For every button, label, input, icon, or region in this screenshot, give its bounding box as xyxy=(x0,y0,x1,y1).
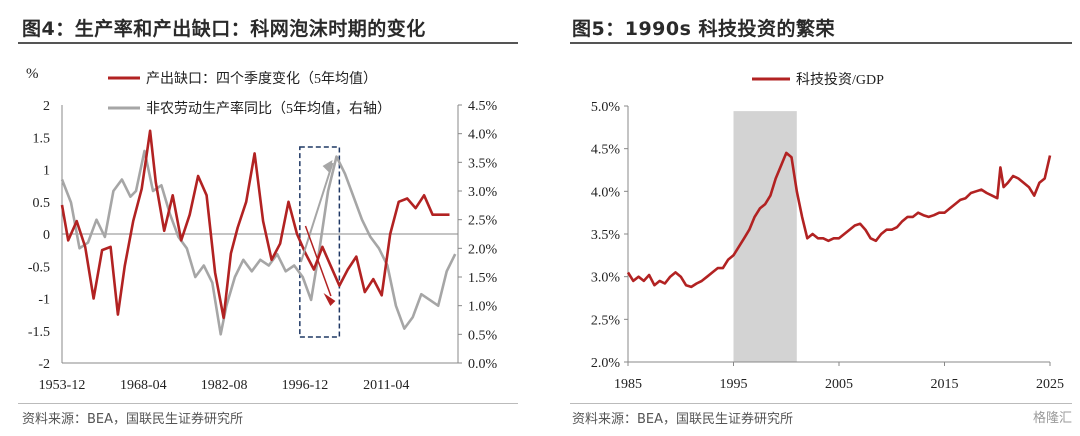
x-tick-label: 1968-04 xyxy=(120,378,167,393)
right-title-rule xyxy=(570,42,1072,44)
y-tick-label: 3.5% xyxy=(591,228,621,243)
series-line-output-gap xyxy=(60,129,450,320)
x-tick-label: 1953-12 xyxy=(39,378,86,393)
left-figure: 图4：生产率和产出缺口：科网泡沫时期的变化 % -2 -1.5 -1 -0.5 0 0.5 1… xyxy=(0,0,530,436)
x-tick-label: 2011-04 xyxy=(363,378,409,393)
y-tick-label: 2.0% xyxy=(591,356,621,371)
left-source: 资料来源：BEA，国联民生证券研究所 xyxy=(22,412,244,427)
left-unit-label: % xyxy=(26,66,39,82)
left-y-tick-label: 1 xyxy=(43,164,50,179)
right-figure-title: 图5：1990s 科技投资的繁荣 xyxy=(572,18,836,40)
left-y-tick-label: 2 xyxy=(43,99,50,114)
left-y-tick-label: -0.5 xyxy=(28,260,50,275)
x-tick-label: 1985 xyxy=(614,377,642,392)
up-trend-arrowhead xyxy=(322,160,333,173)
right-y-tick-label: 4.0% xyxy=(468,128,498,143)
legend-label-tech-investment: 科技投资/GDP xyxy=(796,72,884,88)
left-chart: % -2 -1.5 -1 -0.5 0 0.5 1 1.5 2 0.0% 0.5% 1.0% 1.5% 2.… xyxy=(26,66,498,393)
right-chart: 2.0% 2.5% 3.0% 3.5% 4.0% 4.5% 5.0% 1985 1995 2005… xyxy=(591,72,1064,392)
right-y-tick-label: 3.5% xyxy=(468,156,498,171)
legend-label-output-gap: 产出缺口：四个季度变化（5年均值） xyxy=(146,71,377,87)
left-title-rule xyxy=(18,42,518,44)
left-y-tick-label: 0.5 xyxy=(33,196,51,211)
right-y-tick-label: 0.5% xyxy=(468,328,498,343)
right-y-tick-label: 2.5% xyxy=(468,214,498,229)
series-line-tech-investment xyxy=(626,151,1052,289)
right-figure: 图5：1990s 科技投资的繁荣 2.0% 2.5% 3.0% 3.5% 4.0% 4.5… xyxy=(560,0,1080,436)
legend-label-productivity: 非农劳动生产率同比（5年均值，右轴） xyxy=(146,100,391,117)
left-y-tick-label: 1.5 xyxy=(33,131,51,146)
down-trend-arrow xyxy=(304,225,332,297)
x-tick-label: 1995 xyxy=(720,377,748,392)
right-source-rule xyxy=(570,403,1072,404)
series-line-productivity xyxy=(60,149,457,336)
left-source-rule xyxy=(18,403,518,404)
up-trend-arrow xyxy=(300,162,334,263)
y-tick-label: 4.5% xyxy=(591,143,621,158)
right-y-tick-label: 3.0% xyxy=(468,185,498,200)
x-tick-label: 1982-08 xyxy=(201,378,248,393)
y-tick-label: 3.0% xyxy=(591,271,621,286)
left-y-tick-label: 0 xyxy=(43,228,50,243)
y-tick-label: 4.0% xyxy=(591,185,621,200)
right-y-tick-label: 2.0% xyxy=(468,242,498,257)
left-y-tick-label: -1 xyxy=(38,293,50,308)
left-figure-title: 图4：生产率和产出缺口：科网泡沫时期的变化 xyxy=(22,18,426,40)
right-y-tick-label: 1.0% xyxy=(468,300,498,315)
x-tick-label: 2025 xyxy=(1036,377,1064,392)
y-tick-label: 5.0% xyxy=(591,100,621,115)
down-trend-arrowhead xyxy=(323,293,336,306)
left-y-tick-label: -1.5 xyxy=(28,325,50,340)
x-tick-label: 1996-12 xyxy=(282,378,329,393)
right-y-tick-label: 1.5% xyxy=(468,271,498,286)
shaded-window xyxy=(733,111,797,363)
right-y-tick-label: 0.0% xyxy=(468,357,498,372)
x-tick-label: 2015 xyxy=(931,377,959,392)
x-tick-label: 2005 xyxy=(825,377,853,392)
y-tick-label: 2.5% xyxy=(591,313,621,328)
right-source: 资料来源：BEA，国联民生证券研究所 xyxy=(572,412,794,427)
left-y-tick-label: -2 xyxy=(38,357,50,372)
watermark-logo: 格隆汇 xyxy=(1032,411,1072,426)
right-y-tick-label: 4.5% xyxy=(468,99,498,114)
